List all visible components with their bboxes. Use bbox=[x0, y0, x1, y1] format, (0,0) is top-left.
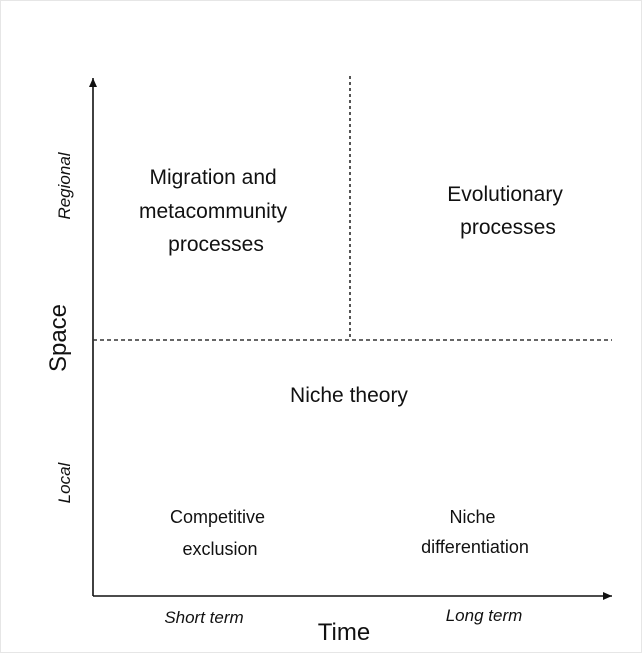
niche-theory-label: Niche theory bbox=[290, 384, 408, 407]
x-tick-long-term: Long term bbox=[446, 606, 523, 625]
bottom-right-region-label: Niche differentiation bbox=[421, 507, 529, 557]
y-axis-title: Space bbox=[45, 304, 72, 372]
top-left-region-label: Migration and metacommunity processes bbox=[139, 166, 293, 256]
top-right-region-label: Evolutionary processes bbox=[447, 183, 568, 239]
y-tick-local: Local bbox=[55, 461, 74, 503]
x-axis-title: Time bbox=[318, 619, 370, 646]
x-tick-short-term: Short term bbox=[164, 608, 243, 627]
bottom-left-region-label: Competitive exclusion bbox=[170, 507, 270, 559]
y-tick-regional: Regional bbox=[55, 151, 74, 219]
